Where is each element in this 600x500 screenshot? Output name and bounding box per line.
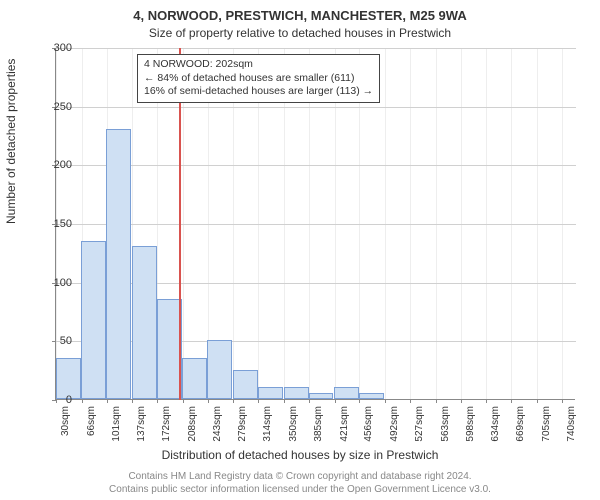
x-tick-mark — [284, 399, 285, 403]
annotation-box: 4 NORWOOD: 202sqm ← 84% of detached hous… — [137, 54, 380, 103]
x-axis-title: Distribution of detached houses by size … — [0, 448, 600, 462]
x-tick-mark — [359, 399, 360, 403]
x-tick-mark — [183, 399, 184, 403]
x-tick-mark — [385, 399, 386, 403]
x-tick-mark — [410, 399, 411, 403]
y-tick-label: 150 — [32, 218, 72, 230]
histogram-bar — [56, 358, 81, 399]
grid-hline — [56, 107, 576, 108]
y-tick-label: 300 — [32, 42, 72, 54]
y-axis-title: Number of detached properties — [4, 59, 18, 224]
x-tick-mark — [157, 399, 158, 403]
x-tick-mark — [132, 399, 133, 403]
x-tick-mark — [461, 399, 462, 403]
x-tick-mark — [233, 399, 234, 403]
x-tick-mark — [107, 399, 108, 403]
grid-hline — [56, 165, 576, 166]
x-tick-mark — [486, 399, 487, 403]
y-tick-label: 100 — [32, 277, 72, 289]
x-tick-mark — [208, 399, 209, 403]
histogram-bar — [81, 241, 106, 399]
chart-subtitle: Size of property relative to detached ho… — [0, 24, 600, 40]
grid-hline — [56, 224, 576, 225]
copyright-notice: Contains HM Land Registry data © Crown c… — [0, 471, 600, 496]
x-tick-mark — [436, 399, 437, 403]
copyright-line2: Contains public sector information licen… — [0, 484, 600, 497]
histogram-bar — [284, 387, 309, 399]
chart-root: 4, NORWOOD, PRESTWICH, MANCHESTER, M25 9… — [0, 0, 600, 500]
histogram-bar — [207, 340, 232, 399]
histogram-bar — [334, 387, 359, 399]
annotation-line2: ← 84% of detached houses are smaller (61… — [144, 72, 373, 86]
x-tick-mark — [335, 399, 336, 403]
chart-title: 4, NORWOOD, PRESTWICH, MANCHESTER, M25 9… — [0, 0, 600, 24]
histogram-bar — [233, 370, 258, 399]
grid-hline — [56, 48, 576, 49]
annotation-line1: 4 NORWOOD: 202sqm — [144, 58, 373, 72]
y-tick-label: 200 — [32, 159, 72, 171]
histogram-bar — [182, 358, 207, 399]
copyright-line1: Contains HM Land Registry data © Crown c… — [0, 471, 600, 484]
histogram-bar — [359, 393, 384, 399]
y-tick-label: 0 — [32, 394, 72, 406]
x-tick-mark — [82, 399, 83, 403]
plot-wrap: 30sqm66sqm101sqm137sqm172sqm208sqm243sqm… — [55, 48, 575, 400]
x-tick-mark — [537, 399, 538, 403]
x-tick-mark — [309, 399, 310, 403]
x-tick-mark — [258, 399, 259, 403]
histogram-bar — [132, 246, 157, 399]
y-tick-label: 250 — [32, 101, 72, 113]
y-tick-label: 50 — [32, 335, 72, 347]
x-tick-mark — [511, 399, 512, 403]
histogram-bar — [258, 387, 283, 399]
x-tick-mark — [562, 399, 563, 403]
histogram-bar — [106, 129, 131, 399]
annotation-line3: 16% of semi-detached houses are larger (… — [144, 85, 373, 99]
histogram-bar — [309, 393, 334, 399]
